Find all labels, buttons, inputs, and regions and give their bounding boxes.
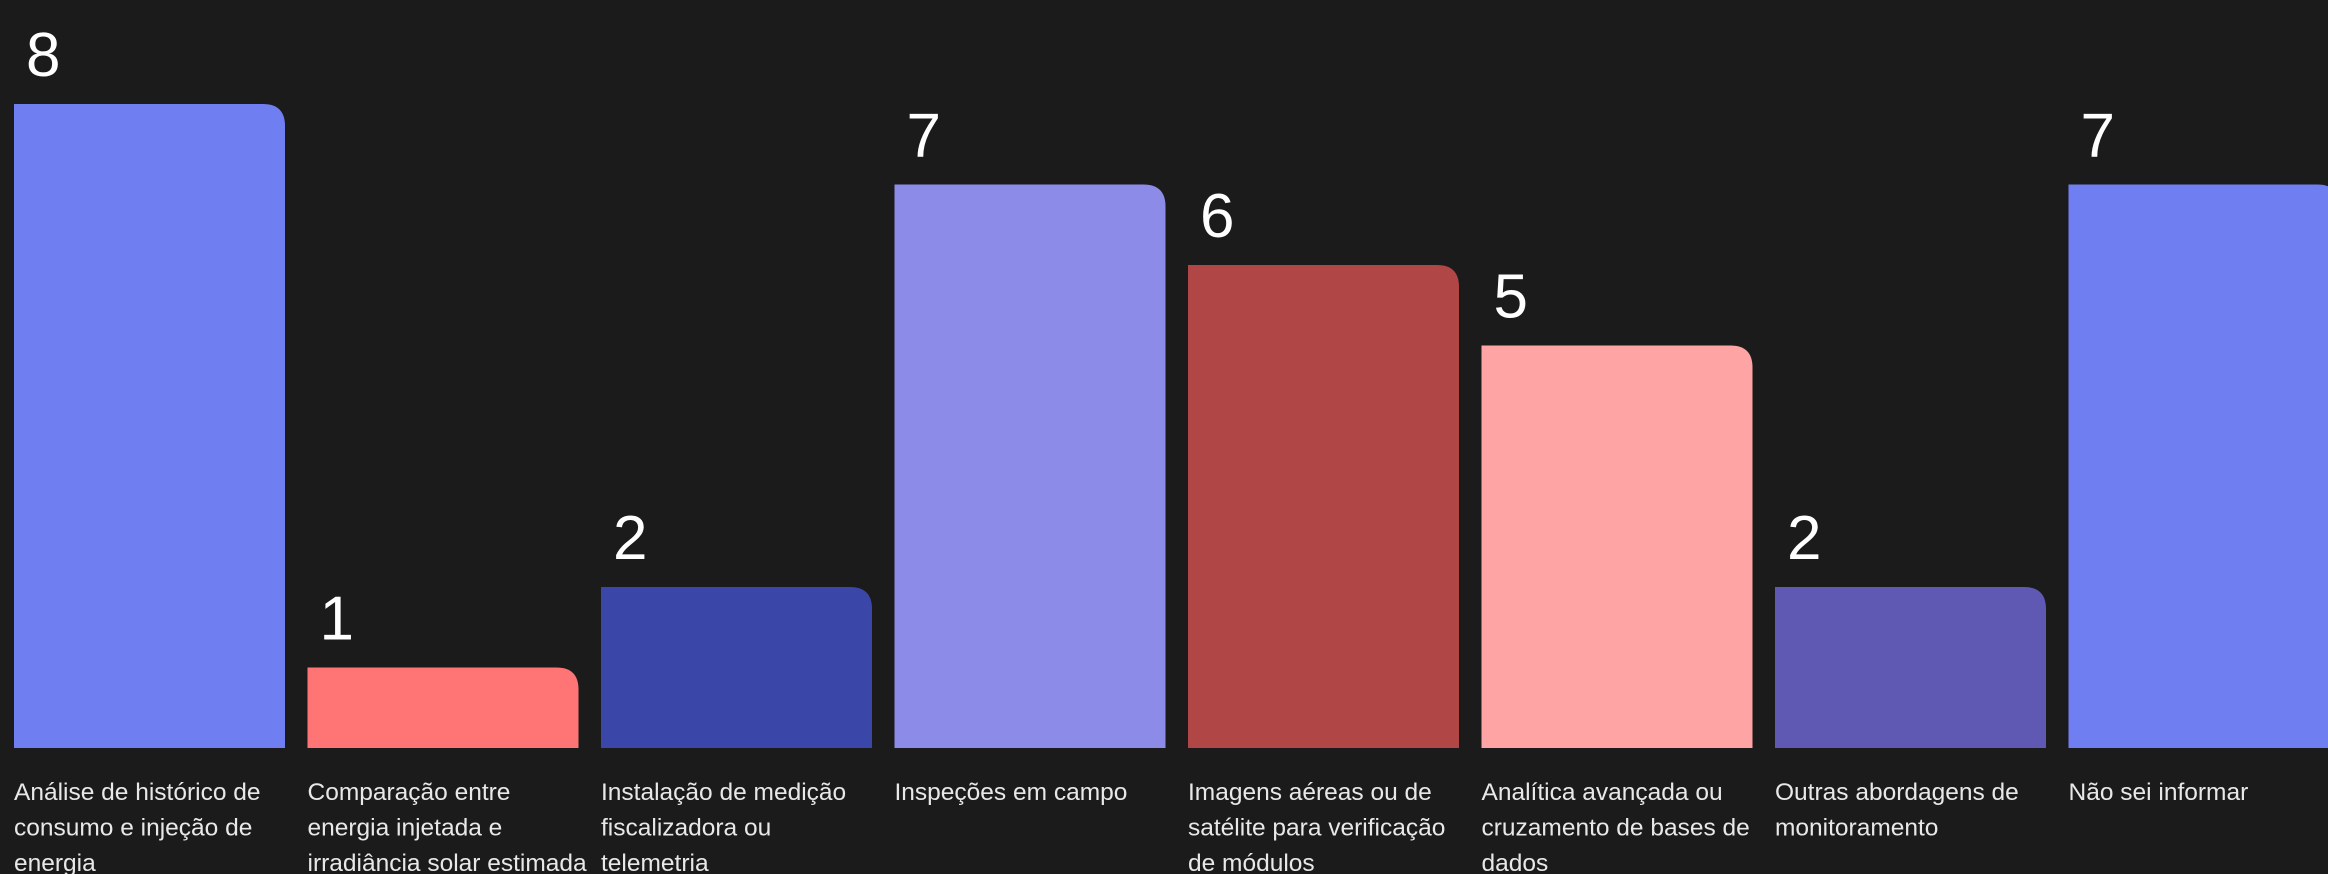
value-labels-group: 8 1 2 7 6 5 2 7 [26,21,2115,654]
category-label-3: Instalação de medição fiscalizadora ou tel… [601,779,846,874]
category-label-4: Inspeções em campo [895,779,1128,806]
value-label-6: 5 [1494,263,1528,332]
category-label-6: Analítica avançada ou cruzamento de bases… [1482,779,1750,874]
category-label-line: Analítica avançada ou [1482,779,1723,806]
category-label-7: Outras abordagens de monitoramento [1775,779,2019,842]
category-labels-group: Análise de histórico de consumo e injeção… [14,779,2248,874]
category-label-line: consumo e injeção de [14,815,252,842]
category-label-line: Não sei informar [2069,779,2249,806]
category-label-line: monitoramento [1775,815,1938,842]
category-label-8: Não sei informar [2069,779,2249,806]
category-label-line: Outras abordagens de [1775,779,2019,806]
category-label-line: Inspeções em campo [895,779,1128,806]
bar-2 [307,667,579,748]
category-label-line: Comparação entre [308,779,511,806]
bar-4 [894,184,1166,748]
category-label-line: Imagens aéreas ou de [1188,779,1432,806]
value-label-8: 7 [2081,102,2115,171]
bar-3 [601,587,872,748]
category-label-line: irradiância solar estimada [308,850,588,874]
bar-5 [1188,265,1459,748]
value-label-2: 1 [320,585,354,654]
category-label-2: Comparação entre energia injetada e irradi… [308,779,588,874]
category-label-5: Imagens aéreas ou de satélite para verifi… [1188,779,1445,874]
category-label-line: energia injetada e [308,815,503,842]
value-label-7: 2 [1787,504,1821,573]
category-label-line: telemetria [601,850,709,874]
category-label-line: Instalação de medição [601,779,846,806]
bar-6 [1481,345,1753,748]
category-label-line: Análise de histórico de [14,779,261,806]
category-label-line: de módulos [1188,850,1315,874]
value-label-3: 2 [613,504,647,573]
category-label-line: fiscalizadora ou [601,815,771,842]
bar-8 [2068,184,2328,748]
bar-1 [14,104,285,748]
category-label-line: cruzamento de bases de [1482,815,1750,842]
bars-group [14,104,2328,748]
value-label-5: 6 [1200,182,1234,251]
category-label-line: energia [14,850,96,874]
category-label-1: Análise de histórico de consumo e injeção… [14,779,261,874]
category-label-line: satélite para verificação [1188,815,1445,842]
bar-7 [1775,587,2046,748]
category-label-line: dados [1482,850,1549,874]
value-label-1: 8 [26,21,60,90]
value-label-4: 7 [907,102,941,171]
